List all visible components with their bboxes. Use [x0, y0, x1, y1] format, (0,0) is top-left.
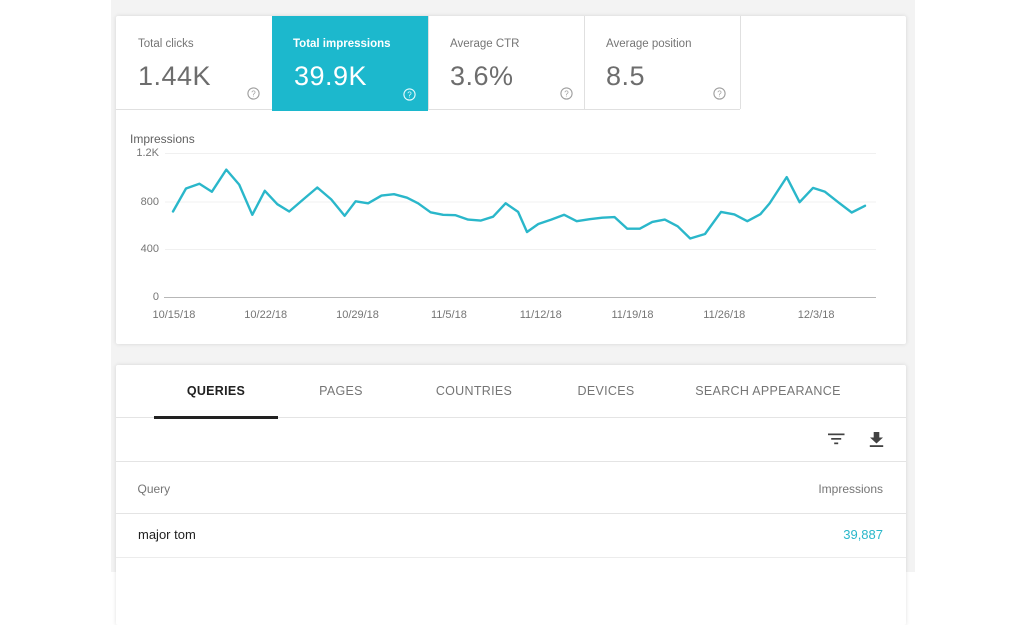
svg-text:?: ?	[407, 90, 412, 99]
svg-text:?: ?	[251, 89, 256, 98]
svg-text:?: ?	[564, 89, 569, 98]
svg-text:?: ?	[717, 89, 722, 98]
